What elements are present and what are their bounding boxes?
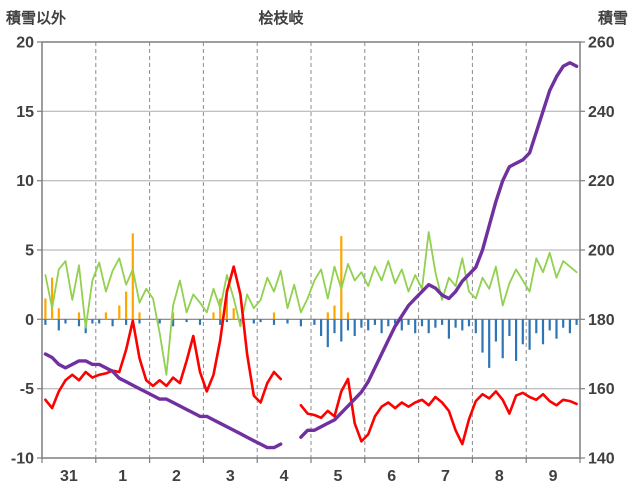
svg-text:240: 240: [588, 104, 615, 121]
svg-text:9: 9: [549, 468, 558, 485]
svg-text:2: 2: [172, 468, 181, 485]
svg-text:160: 160: [588, 381, 615, 398]
svg-text:220: 220: [588, 173, 615, 190]
svg-text:6: 6: [387, 468, 396, 485]
svg-text:5: 5: [25, 243, 34, 260]
svg-text:20: 20: [16, 35, 34, 52]
svg-text:5: 5: [333, 468, 342, 485]
svg-text:3: 3: [226, 468, 235, 485]
left-axis-title: 積雪以外: [6, 10, 67, 27]
svg-text:140: 140: [588, 451, 615, 468]
svg-text:260: 260: [588, 35, 615, 52]
svg-text:200: 200: [588, 243, 615, 260]
svg-text:0: 0: [25, 312, 34, 329]
svg-text:1: 1: [118, 468, 127, 485]
chart-title: 桧枝岐: [258, 10, 304, 27]
svg-text:8: 8: [495, 468, 504, 485]
svg-text:4: 4: [280, 468, 289, 485]
right-axis-title: 積雪: [597, 10, 628, 27]
svg-text:10: 10: [16, 173, 34, 190]
svg-text:15: 15: [16, 104, 34, 121]
svg-text:7: 7: [441, 468, 450, 485]
svg-text:-5: -5: [20, 381, 34, 398]
svg-text:-10: -10: [11, 451, 34, 468]
svg-text:180: 180: [588, 312, 615, 329]
svg-text:31: 31: [60, 468, 78, 485]
